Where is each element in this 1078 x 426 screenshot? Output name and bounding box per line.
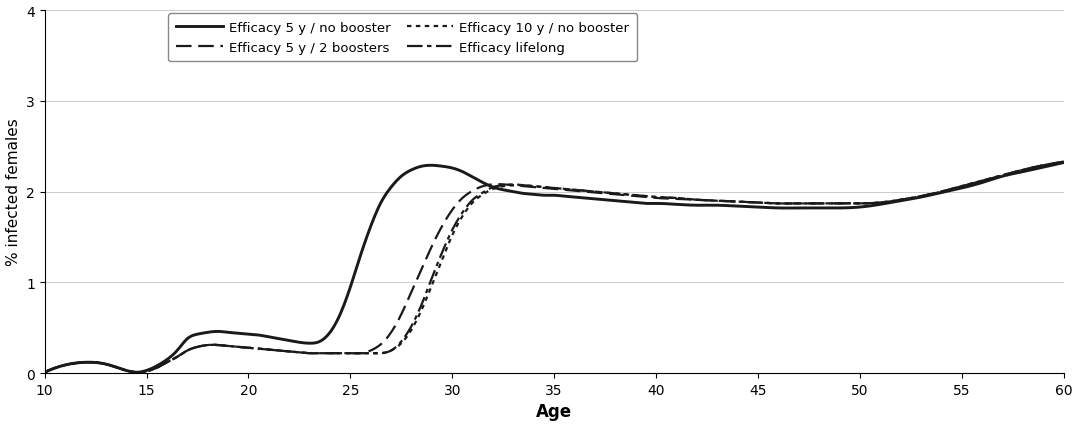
Efficacy 10 y / no booster: [807, 201, 820, 207]
Line: Efficacy 10 y / no booster: Efficacy 10 y / no booster: [44, 162, 1064, 372]
Efficacy lifelong: [220, 343, 233, 348]
Efficacy 10 y / no booster: [720, 199, 733, 204]
Efficacy 10 y / no booster: [1058, 160, 1070, 165]
Efficacy 5 y / 2 boosters: [38, 370, 51, 375]
Efficacy 5 y / no booster: [807, 206, 820, 211]
Efficacy lifelong: [807, 201, 820, 207]
Efficacy 5 y / 2 boosters: [640, 195, 653, 200]
Efficacy lifelong: [640, 194, 653, 199]
Legend: Efficacy 5 y / no booster, Efficacy 5 y / 2 boosters, Efficacy 10 y / no booster: Efficacy 5 y / no booster, Efficacy 5 y …: [168, 14, 637, 62]
Efficacy lifelong: [302, 351, 315, 356]
Efficacy 5 y / no booster: [720, 204, 733, 209]
Efficacy 5 y / no booster: [220, 330, 233, 335]
Efficacy 10 y / no booster: [132, 370, 144, 375]
Efficacy 5 y / no booster: [1058, 161, 1070, 166]
Efficacy 10 y / no booster: [220, 343, 233, 348]
Efficacy 5 y / no booster: [38, 370, 51, 375]
Efficacy 10 y / no booster: [302, 351, 315, 356]
Efficacy 5 y / 2 boosters: [132, 370, 144, 375]
Efficacy 5 y / 2 boosters: [1058, 160, 1070, 165]
X-axis label: Age: Age: [536, 403, 572, 420]
Efficacy 5 y / 2 boosters: [720, 199, 733, 204]
Y-axis label: % infected females: % infected females: [5, 118, 20, 266]
Line: Efficacy 5 y / no booster: Efficacy 5 y / no booster: [44, 163, 1064, 372]
Efficacy 5 y / no booster: [302, 341, 315, 346]
Efficacy 5 y / 2 boosters: [807, 201, 820, 207]
Efficacy 5 y / no booster: [501, 189, 514, 194]
Efficacy 10 y / no booster: [501, 184, 514, 189]
Efficacy 5 y / 2 boosters: [220, 343, 233, 348]
Efficacy 5 y / no booster: [640, 201, 653, 207]
Line: Efficacy lifelong: Efficacy lifelong: [44, 162, 1064, 372]
Efficacy lifelong: [1058, 160, 1070, 165]
Efficacy 5 y / 2 boosters: [302, 351, 315, 356]
Efficacy lifelong: [38, 370, 51, 375]
Efficacy lifelong: [132, 370, 144, 375]
Efficacy 10 y / no booster: [38, 370, 51, 375]
Efficacy lifelong: [720, 199, 733, 204]
Efficacy lifelong: [501, 183, 514, 188]
Efficacy 10 y / no booster: [640, 194, 653, 199]
Efficacy 5 y / no booster: [130, 370, 143, 375]
Line: Efficacy 5 y / 2 boosters: Efficacy 5 y / 2 boosters: [44, 162, 1064, 372]
Efficacy 5 y / 2 boosters: [501, 183, 514, 188]
